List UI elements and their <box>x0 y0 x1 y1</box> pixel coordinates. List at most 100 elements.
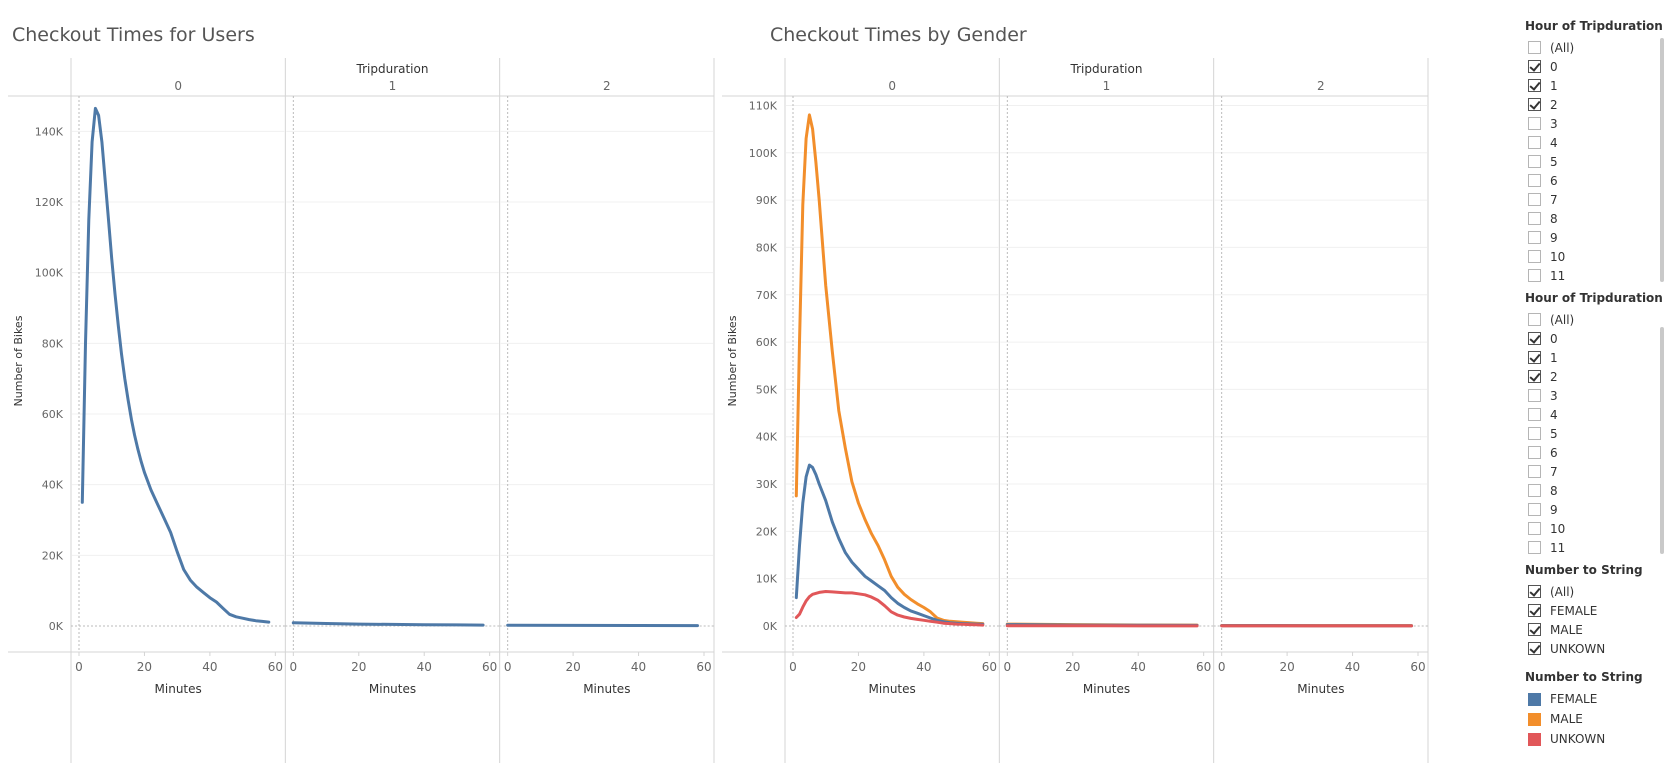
checkbox[interactable] <box>1528 174 1541 187</box>
x-tick-label: 60 <box>696 660 711 674</box>
y-axis-label: Number of Bikes <box>12 315 25 406</box>
filter-option[interactable]: (All) <box>1528 38 1646 57</box>
filter-option[interactable]: FEMALE <box>1528 601 1646 620</box>
filter-option-label: 8 <box>1550 483 1558 498</box>
checkbox[interactable] <box>1528 193 1541 206</box>
y-tick-label: 0K <box>49 620 64 633</box>
checkbox[interactable] <box>1528 212 1541 225</box>
filter-option[interactable]: (All) <box>1528 310 1646 329</box>
filter-option[interactable]: 8 <box>1528 209 1646 228</box>
filter-option[interactable]: 8 <box>1528 481 1646 500</box>
filter-list-hour-1[interactable]: (All) 0 1 2 3 4 5 6 7 8 9 10 11 <box>1528 38 1646 282</box>
checkbox[interactable] <box>1528 427 1541 440</box>
panel-header-label: 2 <box>603 79 611 93</box>
filter-option-label: 4 <box>1550 407 1558 422</box>
legend-item[interactable]: MALE <box>1528 709 1646 729</box>
checkbox[interactable] <box>1528 60 1541 73</box>
filter-option-label: 8 <box>1550 211 1558 226</box>
filter-option-label: 11 <box>1550 268 1566 283</box>
checkbox[interactable] <box>1528 408 1541 421</box>
x-tick-label: 0 <box>290 660 298 674</box>
filter-option[interactable]: (All) <box>1528 582 1646 601</box>
checkbox[interactable] <box>1528 117 1541 130</box>
checkbox[interactable] <box>1528 332 1541 345</box>
y-axis-label: Number of Bikes <box>726 315 739 406</box>
legend-item[interactable]: FEMALE <box>1528 689 1646 709</box>
checkbox[interactable] <box>1528 604 1541 617</box>
filter-option[interactable]: 1 <box>1528 76 1646 95</box>
checkbox[interactable] <box>1528 98 1541 111</box>
filter-title-hour-2: Hour of Tripduration <box>1525 291 1663 305</box>
filter-option[interactable]: 3 <box>1528 114 1646 133</box>
legend-swatch <box>1528 732 1541 746</box>
checkbox[interactable] <box>1528 465 1541 478</box>
filter-option[interactable]: 7 <box>1528 190 1646 209</box>
filter-option[interactable]: 2 <box>1528 95 1646 114</box>
chart-title-gender: Checkout Times by Gender <box>770 24 1027 46</box>
filter-option[interactable]: 4 <box>1528 133 1646 152</box>
filter-option-label: FEMALE <box>1550 603 1598 618</box>
checkbox[interactable] <box>1528 642 1541 655</box>
checkbox[interactable] <box>1528 522 1541 535</box>
filter-option[interactable]: MALE <box>1528 620 1646 639</box>
checkbox[interactable] <box>1528 503 1541 516</box>
checkbox[interactable] <box>1528 269 1541 282</box>
checkbox[interactable] <box>1528 370 1541 383</box>
filter-scrollbar-1[interactable] <box>1660 38 1664 282</box>
filter-scrollbar-2[interactable] <box>1660 327 1664 554</box>
filter-option-label: 9 <box>1550 502 1558 517</box>
series-line-unkown <box>794 590 985 627</box>
filter-option-label: 10 <box>1550 521 1566 536</box>
legend-swatch <box>1528 692 1541 706</box>
checkbox[interactable] <box>1528 250 1541 263</box>
filter-option[interactable]: 11 <box>1528 266 1646 282</box>
panel-header-label: 2 <box>1317 79 1325 93</box>
y-tick-label: 100K <box>35 267 64 280</box>
legend-item[interactable]: UNKOWN <box>1528 729 1646 749</box>
filter-option[interactable]: 7 <box>1528 462 1646 481</box>
filter-option-label: 1 <box>1550 350 1558 365</box>
checkbox[interactable] <box>1528 231 1541 244</box>
x-tick-label: 60 <box>268 660 283 674</box>
filter-option[interactable]: 4 <box>1528 405 1646 424</box>
filter-option[interactable]: 1 <box>1528 348 1646 367</box>
checkbox[interactable] <box>1528 389 1541 402</box>
filter-option[interactable]: 10 <box>1528 247 1646 266</box>
x-tick-label: 0 <box>504 660 512 674</box>
checkbox[interactable] <box>1528 79 1541 92</box>
panel-header-label: 0 <box>888 79 896 93</box>
checkbox[interactable] <box>1528 313 1541 326</box>
filter-option[interactable]: 0 <box>1528 57 1646 76</box>
filter-option[interactable]: 6 <box>1528 443 1646 462</box>
x-axis-label: Minutes <box>869 682 916 696</box>
filter-option[interactable]: UNKOWN <box>1528 639 1646 658</box>
y-tick-label: 0K <box>763 620 778 633</box>
filter-sidebar: Hour of Tripduration (All) 0 1 2 3 4 5 6 7 8 9 10 11… <box>1522 0 1664 763</box>
column-header: Tripduration <box>1070 62 1143 76</box>
filter-list-gender[interactable]: (All) FEMALE MALE UNKOWN <box>1528 582 1646 662</box>
filter-option[interactable]: 9 <box>1528 228 1646 247</box>
checkbox[interactable] <box>1528 623 1541 636</box>
filter-option[interactable]: 6 <box>1528 171 1646 190</box>
x-tick-label: 0 <box>789 660 797 674</box>
checkbox[interactable] <box>1528 541 1541 554</box>
filter-option[interactable]: 5 <box>1528 424 1646 443</box>
panel-header-label: 1 <box>389 79 397 93</box>
checkbox[interactable] <box>1528 446 1541 459</box>
filter-option[interactable]: 2 <box>1528 367 1646 386</box>
checkbox[interactable] <box>1528 136 1541 149</box>
filter-option[interactable]: 10 <box>1528 519 1646 538</box>
filter-option[interactable]: 11 <box>1528 538 1646 554</box>
checkbox[interactable] <box>1528 155 1541 168</box>
filter-option[interactable]: 5 <box>1528 152 1646 171</box>
checkbox[interactable] <box>1528 585 1541 598</box>
checkbox[interactable] <box>1528 351 1541 364</box>
checkbox[interactable] <box>1528 484 1541 497</box>
filter-option[interactable]: 0 <box>1528 329 1646 348</box>
filter-option[interactable]: 9 <box>1528 500 1646 519</box>
filter-list-hour-2[interactable]: (All) 0 1 2 3 4 5 6 7 8 9 10 11 <box>1528 310 1646 554</box>
x-tick-label: 40 <box>1345 660 1360 674</box>
checkbox[interactable] <box>1528 41 1541 54</box>
filter-option-label: 10 <box>1550 249 1566 264</box>
filter-option[interactable]: 3 <box>1528 386 1646 405</box>
